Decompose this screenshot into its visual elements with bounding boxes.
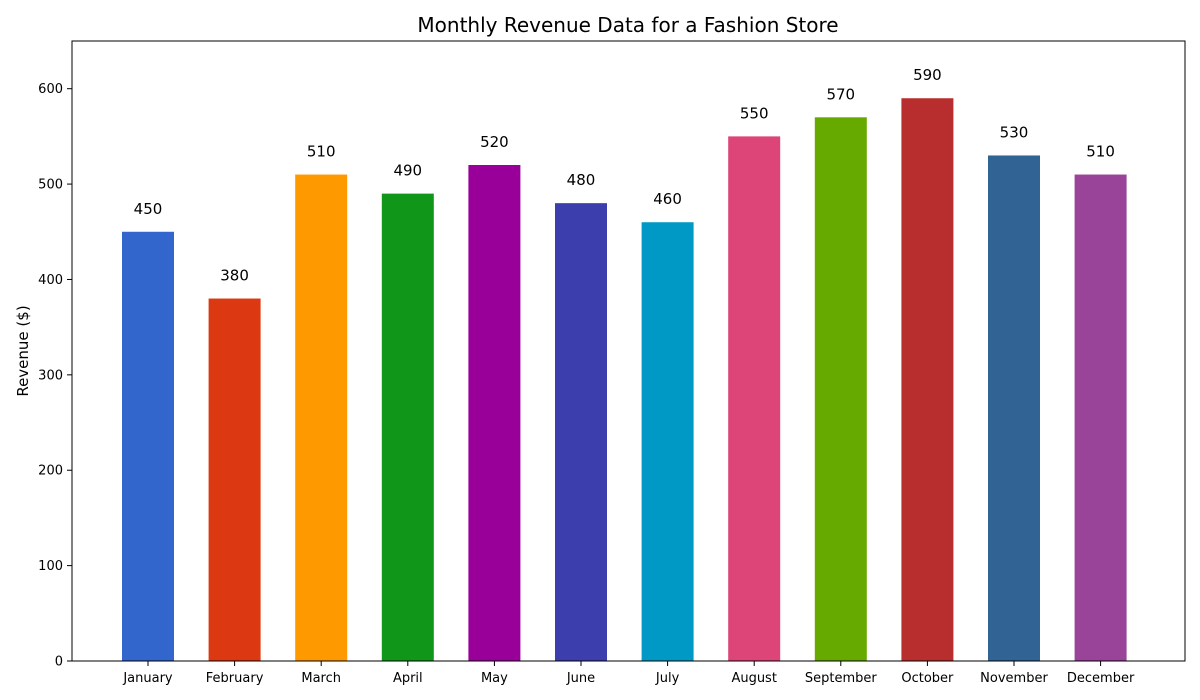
bar-june: [555, 203, 607, 661]
bar-may: [468, 165, 521, 661]
bars-group: [122, 98, 1127, 662]
x-tick-label: May: [481, 671, 508, 686]
bar-february: [208, 298, 261, 661]
data-label-february: 380: [220, 267, 249, 285]
x-tick-label: October: [901, 671, 954, 686]
x-tick-label: June: [566, 671, 595, 686]
data-label-may: 520: [480, 133, 509, 151]
bar-march: [295, 174, 348, 662]
data-label-december: 510: [1086, 143, 1115, 161]
y-tick-label: 400: [38, 273, 63, 288]
data-label-november: 530: [1000, 123, 1029, 141]
data-labels-group: 450 380 510 490 520 480 460 550 570 590 530 510: [134, 66, 1115, 284]
chart-title: Monthly Revenue Data for a Fashion Store: [417, 13, 838, 37]
x-tick-label: September: [805, 671, 878, 686]
x-tick-label: March: [301, 671, 341, 686]
x-tick-label: November: [980, 671, 1048, 686]
x-tick-label: July: [655, 671, 680, 686]
bar-august: [728, 136, 781, 661]
bar-april: [381, 193, 434, 661]
data-label-april: 490: [393, 162, 422, 180]
bar-january: [122, 231, 174, 661]
y-axis: 0 100 200 300 400 500 600: [38, 82, 72, 670]
x-tick-label: December: [1067, 671, 1135, 686]
x-tick-label: April: [393, 671, 423, 686]
data-label-january: 450: [134, 200, 163, 218]
data-label-june: 480: [567, 171, 596, 189]
y-tick-label: 100: [38, 559, 63, 574]
y-tick-label: 200: [38, 464, 63, 479]
bar-september: [814, 117, 867, 662]
y-tick-label: 300: [38, 368, 63, 383]
x-tick-label: August: [731, 671, 777, 686]
data-label-september: 570: [826, 85, 855, 103]
bar-july: [641, 222, 694, 661]
y-tick-label: 0: [55, 655, 63, 670]
y-tick-label: 600: [38, 82, 63, 97]
bar-november: [988, 155, 1040, 661]
bar-december: [1074, 174, 1127, 662]
plot-frame: [71, 40, 1186, 662]
data-label-march: 510: [307, 143, 336, 161]
bar-october: [901, 98, 954, 661]
data-label-october: 590: [913, 66, 942, 84]
y-axis-label: Revenue ($): [14, 305, 32, 396]
y-tick-label: 500: [38, 178, 63, 193]
data-label-august: 550: [740, 104, 769, 122]
x-tick-label: January: [122, 671, 173, 686]
x-axis: January February March April May June July Augu…: [122, 661, 1135, 686]
x-tick-label: February: [206, 671, 264, 686]
data-label-july: 460: [653, 190, 682, 208]
